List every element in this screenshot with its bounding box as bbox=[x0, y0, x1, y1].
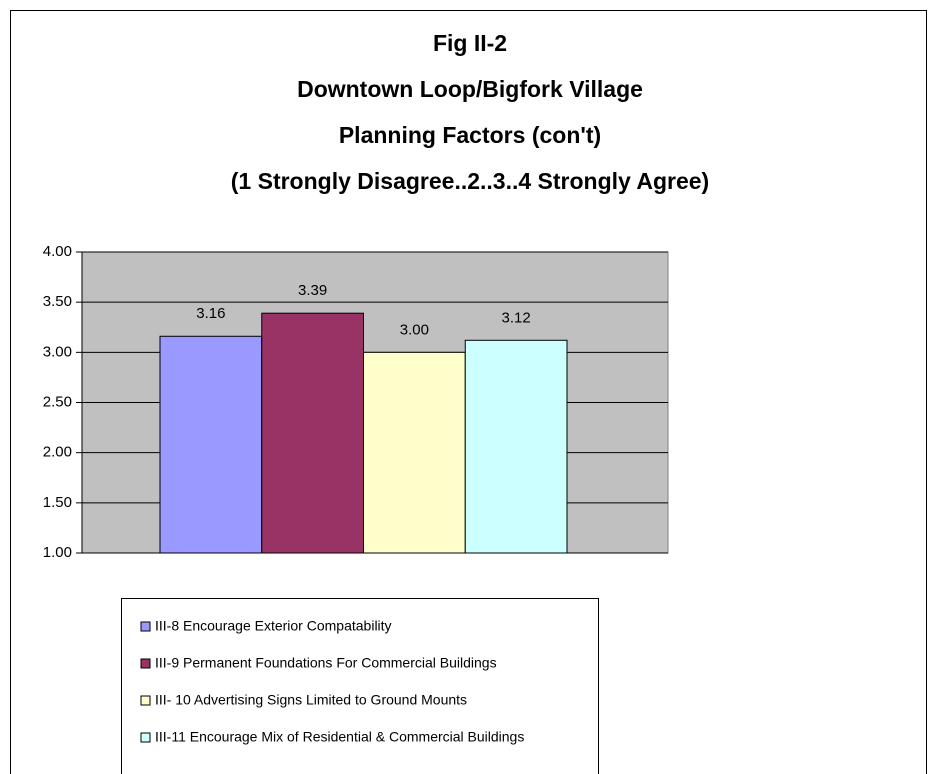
data-label: 3.00 bbox=[400, 321, 429, 338]
chart-title: (1 Strongly Disagree..2..3..4 Strongly A… bbox=[231, 168, 709, 194]
legend-label: III-9 Permanent Foundations For Commerci… bbox=[155, 655, 497, 671]
chart-title: Fig II-2 bbox=[433, 30, 507, 56]
legend-label: III-8 Encourage Exterior Compatability bbox=[155, 618, 392, 634]
data-label: 3.12 bbox=[502, 309, 531, 326]
legend-label: III- 10 Advertising Signs Limited to Gro… bbox=[155, 692, 467, 708]
y-tick-label: 1.00 bbox=[43, 544, 72, 561]
bar bbox=[159, 335, 263, 554]
legend-swatch bbox=[140, 658, 151, 669]
y-tick-label: 1.50 bbox=[43, 494, 72, 511]
y-tick-label: 2.00 bbox=[43, 444, 72, 461]
legend-box bbox=[121, 598, 599, 774]
legend-swatch bbox=[140, 621, 151, 632]
y-tick-label: 2.50 bbox=[43, 393, 72, 410]
data-label: 3.39 bbox=[298, 282, 327, 299]
legend-swatch bbox=[140, 732, 151, 743]
bar bbox=[464, 339, 568, 554]
chart-title: Downtown Loop/Bigfork Village bbox=[297, 76, 643, 102]
y-tick-label: 4.00 bbox=[43, 243, 72, 260]
bar bbox=[363, 351, 466, 554]
y-tick-label: 3.00 bbox=[43, 343, 72, 360]
chart-title: Planning Factors (con't) bbox=[339, 122, 601, 148]
data-label: 3.16 bbox=[196, 305, 225, 322]
bar bbox=[261, 312, 364, 554]
y-tick-label: 3.50 bbox=[43, 293, 72, 310]
legend-label: III-11 Encourage Mix of Residential & Co… bbox=[155, 729, 524, 745]
legend-swatch bbox=[140, 695, 151, 706]
